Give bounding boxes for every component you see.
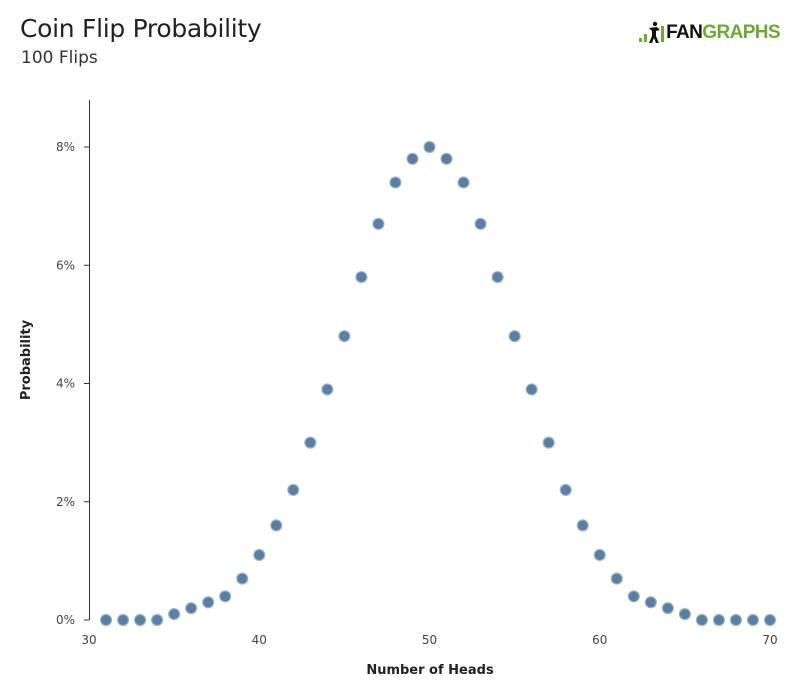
x-axis-title: Number of Heads [366,663,494,678]
data-point[interactable] [559,483,572,497]
x-tick-label: 50 [422,633,437,647]
data-point[interactable] [525,383,538,396]
y-tick-label: 8% [56,140,75,154]
data-point[interactable] [406,152,419,165]
data-point[interactable] [372,217,385,230]
y-tick-label: 0% [56,613,75,627]
data-point[interactable] [270,519,283,532]
data-point[interactable] [219,590,232,603]
y-axis-title: Probability [19,319,34,400]
data-point[interactable] [185,602,198,615]
data-point[interactable] [729,613,743,627]
data-point[interactable] [542,436,555,449]
data-point[interactable] [304,436,317,449]
data-point[interactable] [253,548,266,562]
data-point[interactable] [457,176,470,189]
logo-text-graphs: GRAPHS [702,22,780,43]
data-point[interactable] [440,152,453,165]
y-axis-ticks: 0% 2% 4% 6% 8% [56,140,89,627]
fangraphs-logo-icon [639,21,665,43]
data-point[interactable] [627,590,640,603]
data-point[interactable] [287,483,300,497]
data-point[interactable] [610,572,623,585]
data-point[interactable] [593,548,606,562]
data-point[interactable] [321,383,334,396]
y-tick-label: 2% [56,495,75,509]
data-point[interactable] [116,613,130,627]
data-point[interactable] [695,613,709,627]
data-point[interactable] [151,613,164,627]
data-point[interactable] [678,607,691,621]
data-point[interactable] [338,330,351,343]
data-point[interactable] [746,613,760,627]
fangraphs-logo: FAN GRAPHS [639,20,781,46]
data-point[interactable] [389,176,402,189]
data-point[interactable] [763,613,777,627]
data-point[interactable] [236,572,249,585]
x-tick-label: 60 [592,633,607,647]
data-point[interactable] [712,613,726,627]
y-tick-label: 4% [56,377,75,391]
data-point[interactable] [168,607,181,621]
chart-title: Coin Flip Probability [20,14,262,43]
data-point[interactable] [661,602,674,615]
data-point[interactable] [474,217,487,230]
data-point[interactable] [133,613,147,627]
y-tick-label: 6% [56,258,75,272]
data-point[interactable] [355,270,368,284]
data-point[interactable] [423,140,436,154]
data-point[interactable] [576,519,589,532]
chart-subtitle: 100 Flips [21,48,98,68]
data-point[interactable] [508,330,521,343]
data-point[interactable] [202,596,215,609]
data-points [99,140,777,627]
x-tick-label: 30 [81,633,96,647]
x-tick-label: 70 [762,633,777,647]
logo-text-fan: FAN [666,22,703,43]
data-point[interactable] [491,270,504,284]
x-axis-ticks: 30 40 50 60 70 [81,633,777,647]
data-point[interactable] [99,613,113,627]
x-tick-label: 40 [252,633,267,647]
data-point[interactable] [644,596,657,609]
